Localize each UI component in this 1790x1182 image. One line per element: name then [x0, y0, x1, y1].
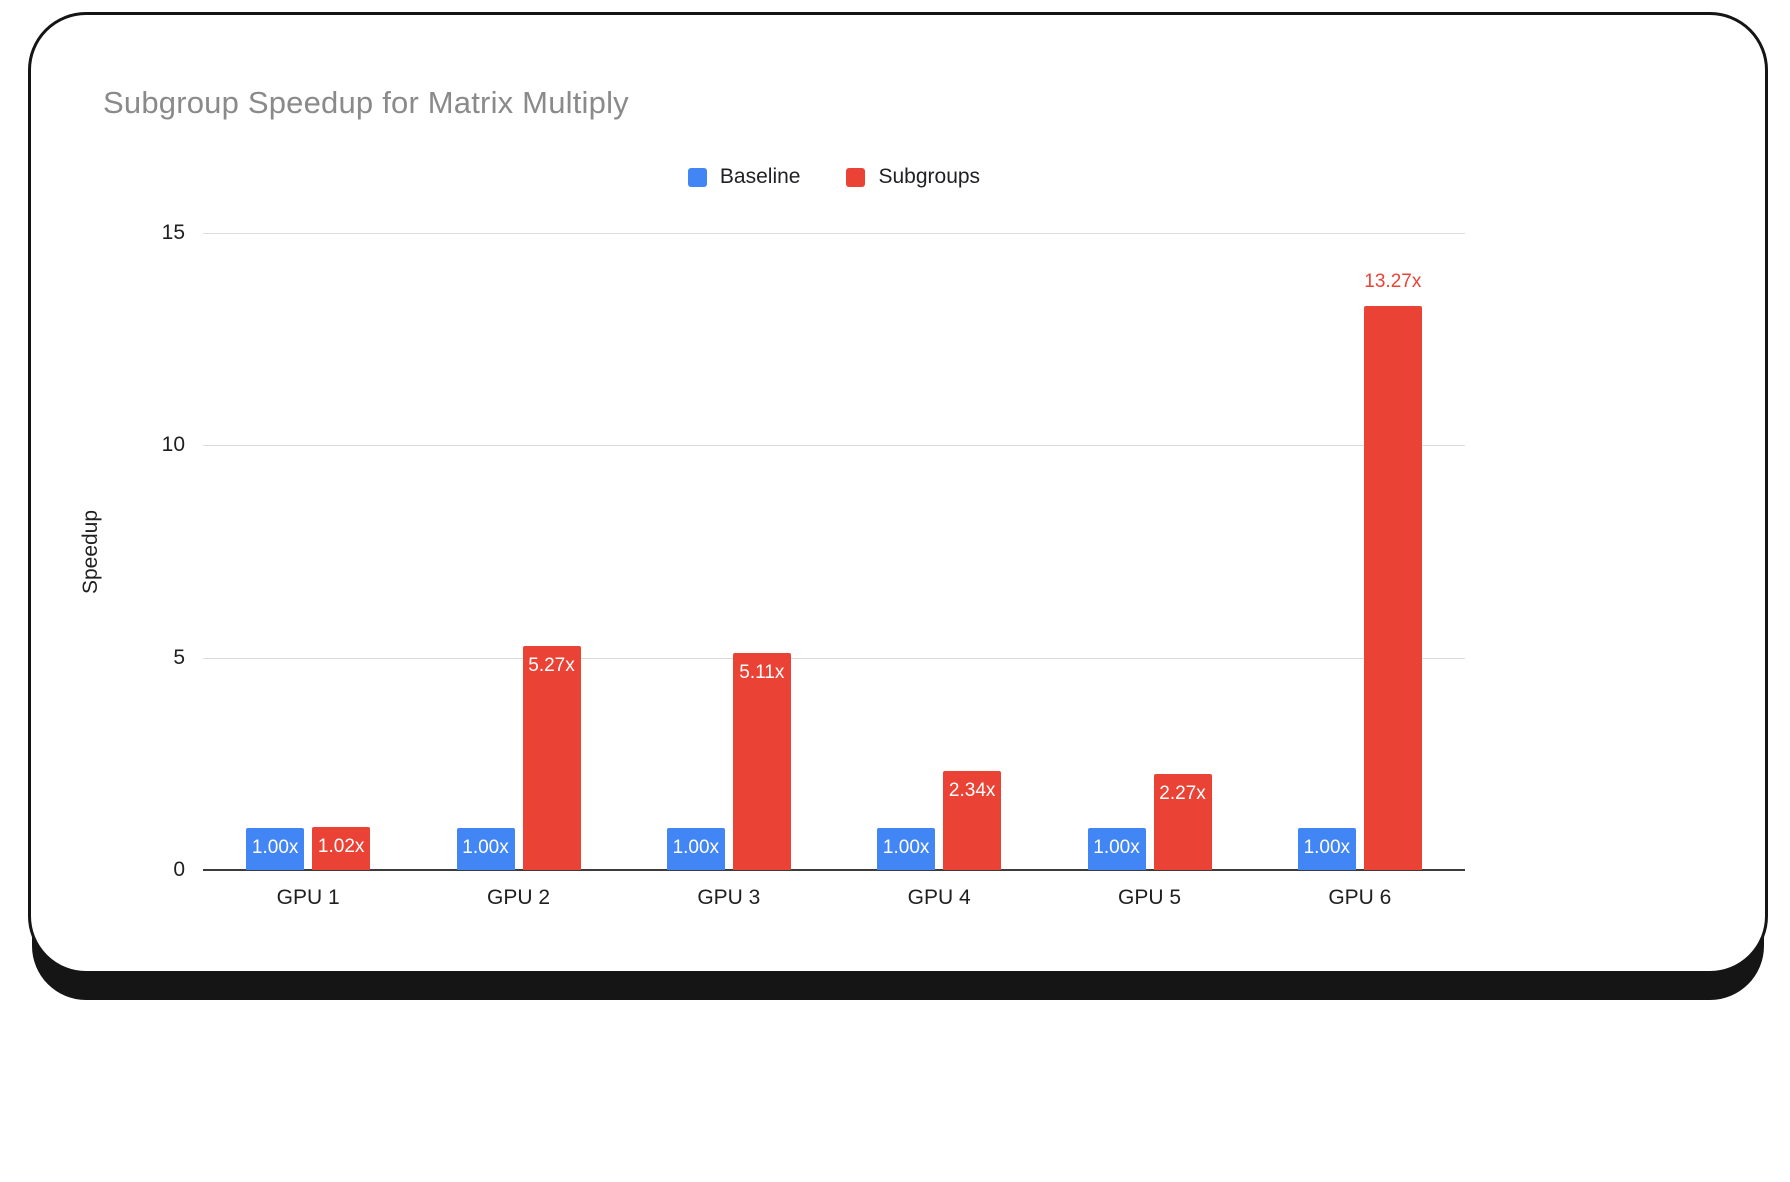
bar-baseline-gpu-2: [456, 827, 515, 870]
x-category-label-gpu-5: GPU 5: [1117, 886, 1182, 909]
y-tick-label-5: 5: [173, 645, 185, 669]
bar-baseline-gpu-6: [1297, 827, 1356, 870]
legend-swatch-subgroups: [846, 167, 866, 187]
y-tick-label-10: 10: [161, 433, 185, 457]
y-tick-label-15: 15: [161, 221, 185, 244]
legend-label-subgroups: Subgroups: [878, 165, 981, 188]
y-axis-title: Speedup: [79, 509, 102, 595]
gridline-15: [203, 233, 1465, 234]
bar-value-label-baseline-gpu-5: 1.00x: [1093, 836, 1140, 858]
bar-baseline-gpu-5: [1087, 827, 1146, 870]
bar-value-label-subgroups-gpu-4: 2.34x: [948, 779, 996, 801]
bar-subgroups-gpu-3: [732, 652, 791, 870]
bar-value-label-subgroups-gpu-1: 1.02x: [317, 835, 365, 857]
x-category-label-gpu-6: GPU 6: [1328, 886, 1392, 909]
bar-value-label-baseline-gpu-6: 1.00x: [1303, 836, 1351, 858]
bar-baseline-gpu-4: [877, 827, 936, 870]
x-category-label-gpu-4: GPU 4: [907, 886, 971, 909]
bar-subgroups-gpu-1: [312, 826, 371, 870]
x-category-label-gpu-3: GPU 3: [697, 886, 761, 909]
x-axis-line: [203, 869, 1465, 871]
legend-item-subgroups: Subgroups: [846, 165, 980, 189]
legend-swatch-baseline: [687, 167, 707, 187]
bar-value-label-baseline-gpu-4: 1.00x: [882, 836, 930, 858]
chart-card: Subgroup Speedup for Matrix Multiply Bas…: [28, 12, 1768, 974]
bar-subgroups-gpu-4: [943, 770, 1002, 870]
bar-baseline-gpu-1: [246, 827, 305, 870]
bar-subgroups-gpu-5: [1153, 773, 1212, 870]
bar-value-label-subgroups-gpu-6: 13.27x: [1364, 271, 1422, 293]
y-tick-label-0: 0: [173, 858, 185, 881]
bar-value-label-subgroups-gpu-3: 5.11x: [739, 661, 785, 683]
bar-value-label-subgroups-gpu-5: 2.27x: [1159, 782, 1206, 804]
bar-subgroups-gpu-6: [1363, 306, 1422, 870]
x-category-label-gpu-1: GPU 1: [276, 886, 340, 909]
bar-value-label-subgroups-gpu-2: 5.27x: [528, 655, 575, 677]
legend-label-baseline: Baseline: [719, 165, 801, 188]
bar-value-label-baseline-gpu-1: 1.00x: [251, 836, 299, 858]
bar-value-label-baseline-gpu-2: 1.00x: [462, 836, 509, 858]
bar-baseline-gpu-3: [666, 827, 725, 870]
gridline-5: [203, 657, 1465, 659]
bar-value-label-baseline-gpu-3: 1.00x: [672, 836, 720, 858]
chart-legend: Baseline Subgroups: [203, 165, 1465, 189]
gridline-10: [203, 445, 1465, 447]
x-category-label-gpu-2: GPU 2: [486, 886, 551, 909]
bar-subgroups-gpu-2: [522, 646, 581, 870]
plot-area: 0 5 10 15 GPU 1 1.00x 1.02x GPU 2 1.00x 5.27x GPU …: [162, 221, 1465, 909]
chart-title: Subgroup Speedup for Matrix Multiply: [103, 85, 629, 120]
legend-item-baseline: Baseline: [687, 165, 801, 189]
